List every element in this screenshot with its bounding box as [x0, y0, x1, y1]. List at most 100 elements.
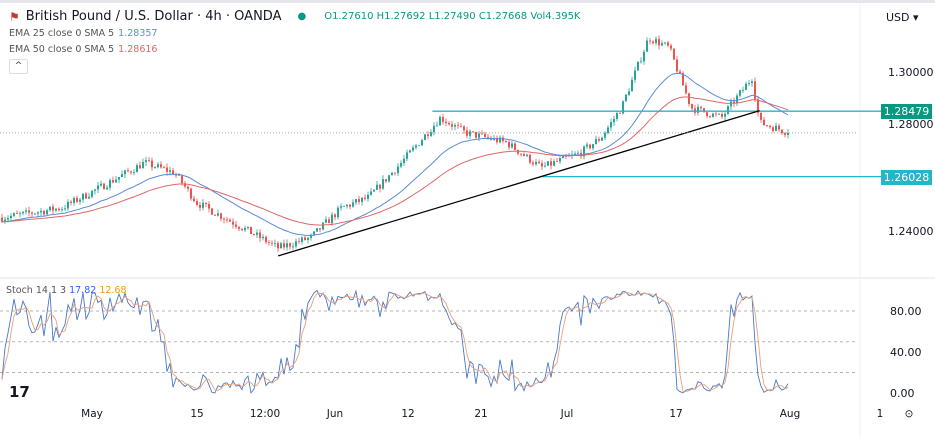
- price-chart[interactable]: [0, 3, 935, 437]
- candle-body: [196, 201, 198, 205]
- candle-body: [388, 175, 390, 182]
- candle-body: [658, 39, 660, 46]
- candle-body: [46, 210, 48, 215]
- ema25-legend[interactable]: EMA 25 close 0 SMA 5 1.28357: [9, 28, 157, 39]
- candle-body: [154, 167, 156, 168]
- stoch-legend[interactable]: Stoch 14 1 3 17.82 12.68: [6, 285, 127, 296]
- currency-label: USD: [886, 11, 910, 24]
- candle-body: [127, 170, 129, 172]
- candle-body: [754, 81, 756, 100]
- candle-body: [262, 236, 264, 239]
- candle-body: [580, 152, 582, 157]
- candle-body: [730, 101, 732, 107]
- candle-body: [55, 208, 57, 211]
- candle-body: [691, 104, 693, 109]
- candle-body: [574, 153, 576, 155]
- candle-body: [637, 61, 639, 71]
- symbol-title[interactable]: British Pound / U.S. Dollar · 4h · OANDA: [25, 9, 282, 24]
- trendline: [277, 110, 760, 257]
- candle-body: [325, 219, 327, 223]
- low-value: L1.27490: [428, 11, 476, 22]
- candle-body: [766, 125, 768, 127]
- candle-body: [586, 144, 588, 147]
- ema50-label: EMA 50 close 0 SMA 5: [9, 44, 115, 55]
- ema50-legend[interactable]: EMA 50 close 0 SMA 5 1.28616: [9, 44, 157, 55]
- candle-body: [469, 131, 471, 136]
- candle-body: [280, 243, 282, 249]
- stoch-tick: 80.00: [890, 305, 922, 318]
- candle-body: [376, 184, 378, 190]
- candle-body: [244, 227, 246, 231]
- candle-body: [361, 197, 363, 202]
- chevron-up-icon[interactable]: ^: [9, 59, 28, 74]
- ema25-label: EMA 25 close 0 SMA 5: [9, 28, 115, 39]
- x-tick: 17: [669, 408, 683, 420]
- candle-body: [94, 189, 96, 191]
- stoch-k-value: 17.82: [69, 285, 97, 296]
- candle-body: [415, 145, 417, 148]
- candle-body: [136, 165, 138, 173]
- tradingview-logo[interactable]: 17: [9, 383, 30, 401]
- candle-body: [298, 241, 300, 243]
- candle-body: [7, 218, 9, 220]
- candle-body: [103, 183, 105, 190]
- candle-body: [49, 206, 51, 211]
- candle-body: [445, 121, 447, 124]
- open-value: O1.27610: [324, 11, 374, 22]
- candle-body: [589, 144, 591, 149]
- candle-body: [34, 213, 36, 215]
- x-tick: Jul: [560, 408, 574, 420]
- ema25-value: 1.28357: [118, 28, 158, 39]
- candle-body: [124, 170, 126, 175]
- candle-body: [661, 43, 663, 46]
- volume-value: Vol4.395K: [530, 11, 581, 22]
- candle-body: [703, 108, 705, 113]
- candle-body: [769, 125, 771, 128]
- candle-body: [775, 125, 777, 132]
- candle-body: [61, 209, 63, 211]
- x-tick: Jun: [326, 408, 344, 420]
- candle-body: [208, 204, 210, 209]
- candle-body: [391, 172, 393, 176]
- candle-body: [337, 207, 339, 218]
- candle-body: [52, 206, 54, 211]
- candle-body: [409, 150, 411, 153]
- candle-body: [457, 125, 459, 126]
- candle-body: [553, 161, 555, 166]
- candle-body: [712, 113, 714, 117]
- candle-body: [715, 113, 717, 115]
- candle-body: [73, 197, 75, 203]
- candle-body: [577, 152, 579, 154]
- candle-body: [640, 61, 642, 63]
- candle-body: [295, 241, 297, 247]
- candle-body: [547, 161, 549, 166]
- candle-body: [472, 131, 474, 133]
- candle-body: [76, 197, 78, 202]
- candle-body: [520, 153, 522, 155]
- x-tick: 15: [190, 408, 204, 420]
- candle-body: [211, 208, 213, 215]
- candle-body: [289, 243, 291, 247]
- candle-body: [205, 202, 207, 205]
- candle-body: [784, 133, 786, 135]
- candle-body: [178, 174, 180, 176]
- candle-body: [436, 125, 438, 127]
- candle-body: [4, 219, 6, 222]
- candle-body: [220, 213, 222, 219]
- candle-body: [130, 171, 132, 173]
- candle-body: [28, 210, 30, 213]
- candle-body: [535, 161, 537, 165]
- candle-body: [487, 136, 489, 138]
- candle-body: [682, 73, 684, 86]
- settings-icon[interactable]: ⊙: [904, 408, 914, 420]
- candle-body: [202, 202, 204, 208]
- candle-body: [13, 213, 15, 216]
- candle-body: [100, 183, 102, 186]
- candle-body: [667, 42, 669, 46]
- currency-selector[interactable]: USD ▾: [886, 11, 919, 24]
- candle-body: [649, 40, 651, 42]
- ema50-value: 1.28616: [118, 44, 158, 55]
- candle-body: [697, 106, 699, 113]
- candle-body: [133, 172, 135, 173]
- candle-body: [31, 212, 33, 214]
